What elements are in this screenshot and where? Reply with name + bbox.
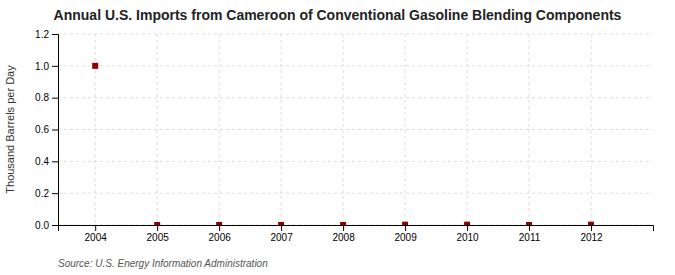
y-tick-mark — [52, 225, 58, 226]
x-tick-mark — [591, 225, 592, 231]
y-tick-mark — [52, 130, 58, 131]
grid-line-x — [219, 34, 220, 225]
x-tick-mark — [281, 225, 282, 231]
x-tick-mark — [529, 225, 530, 231]
x-tick-label: 2008 — [332, 232, 355, 243]
grid-line-y — [58, 161, 653, 162]
y-axis: 0.0 0.2 0.4 0.6 0.8 1.0 1.2 — [35, 29, 58, 231]
y-tick-label: 1.2 — [35, 29, 49, 40]
grid-line-x — [157, 34, 158, 225]
x-tick: 2011 — [519, 225, 541, 243]
y-axis-title: Thousand Barrels per Day — [4, 65, 16, 194]
x-tick: 2012 — [580, 225, 603, 243]
point — [402, 222, 408, 225]
y-tick: 0.8 — [35, 92, 58, 103]
x-tick-label: 2009 — [394, 232, 417, 243]
title: Annual U.S. Imports from Cameroon of Con… — [54, 7, 622, 23]
x-tick-mark — [467, 225, 468, 231]
point — [340, 222, 346, 225]
x-tick-label: 2011 — [519, 232, 541, 243]
y-tick: 0.2 — [35, 188, 58, 199]
y-tick: 1.0 — [35, 61, 58, 72]
x-tick: 2005 — [147, 225, 170, 243]
grid-line-x — [343, 34, 344, 225]
x-axis: 2004 2005 2006 2007 2008 2009 2010 2011 2012 — [59, 225, 654, 243]
grid-line-y — [58, 65, 653, 66]
y-tick-label: 0.4 — [35, 156, 49, 167]
marks — [92, 63, 594, 225]
x-tick: 2004 — [85, 225, 108, 243]
grid — [58, 34, 653, 225]
grid-line-y — [58, 129, 653, 130]
point — [588, 222, 594, 225]
x-tick: 2006 — [209, 225, 232, 243]
y-tick-label: 0.8 — [35, 92, 49, 103]
grid-line-x — [529, 34, 530, 225]
point — [154, 222, 160, 225]
x-tick-mark — [219, 225, 220, 231]
grid-line-y — [58, 34, 653, 35]
x-tick-label: 2005 — [147, 232, 170, 243]
grid-line-y — [58, 193, 653, 194]
x-tick: 2009 — [394, 225, 417, 243]
x-axis-line — [59, 226, 654, 232]
grid-line-x — [591, 34, 592, 225]
y-tick-label: 0.6 — [35, 124, 49, 135]
point — [464, 222, 470, 225]
grid-line-x — [405, 34, 406, 225]
chart: 2004200520062007200820092010201120120.00… — [0, 0, 675, 275]
x-tick-mark — [343, 225, 344, 231]
x-tick-label: 2007 — [271, 232, 294, 243]
x-tick-label: 2012 — [580, 232, 603, 243]
annotation: Source: U.S. Energy Information Administ… — [58, 258, 268, 269]
point — [526, 222, 532, 225]
y-tick-label: 0.2 — [35, 188, 49, 199]
x-tick-mark — [95, 225, 96, 231]
y-tick-mark — [52, 34, 58, 35]
x-tick-mark — [157, 225, 158, 231]
point — [92, 63, 98, 69]
x-tick-label: 2010 — [456, 232, 479, 243]
grid-line-x — [281, 34, 282, 225]
x-tick: 2010 — [456, 225, 479, 243]
y-tick: 0.0 — [35, 220, 58, 231]
y-tick-mark — [52, 161, 58, 162]
x-tick-mark — [405, 225, 406, 231]
plot-area: 2004200520062007200820092010201120120.00… — [35, 29, 653, 243]
y-tick-mark — [52, 98, 58, 99]
x-tick-label: 2004 — [85, 232, 108, 243]
y-tick: 0.4 — [35, 156, 58, 167]
y-tick-label: 1.0 — [35, 61, 49, 72]
x-tick-label: 2006 — [209, 232, 232, 243]
y-tick: 1.2 — [35, 29, 58, 40]
y-tick-label: 0.0 — [35, 220, 49, 231]
grid-line-x — [95, 34, 96, 225]
x-tick: 2007 — [271, 225, 294, 243]
y-tick-mark — [52, 193, 58, 194]
y-tick-mark — [52, 66, 58, 67]
y-axis-line — [52, 35, 59, 226]
y-tick: 0.6 — [35, 124, 58, 135]
x-tick: 2008 — [332, 225, 355, 243]
grid-line-x — [467, 34, 468, 225]
point — [278, 222, 284, 225]
point — [216, 222, 222, 225]
grid-line-y — [58, 97, 653, 98]
